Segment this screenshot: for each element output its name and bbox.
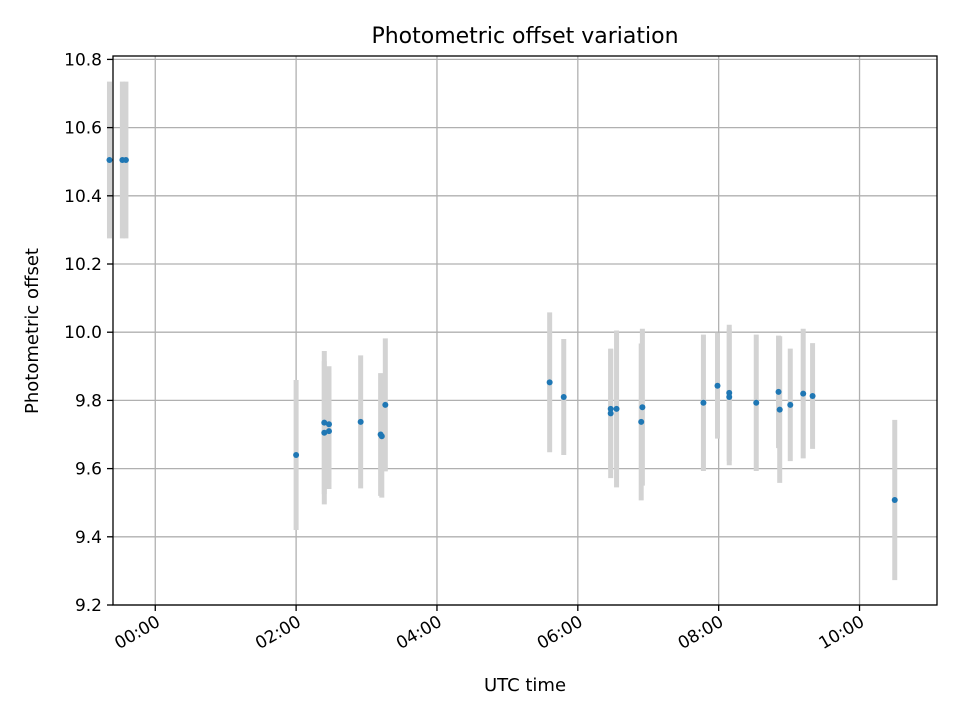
y-tick-label: 10.6: [64, 119, 102, 139]
plot-frame: [112, 55, 938, 606]
y-tick-label: 10.0: [64, 323, 102, 343]
data-point: [382, 401, 389, 408]
y-tick-label: 9.8: [75, 391, 102, 411]
x-axis-label: UTC time: [484, 675, 566, 696]
y-tick-label: 9.4: [75, 528, 102, 548]
data-point: [106, 157, 113, 164]
data-point: [787, 401, 794, 408]
data-point: [800, 390, 807, 397]
data-point: [639, 404, 646, 411]
data-point: [325, 421, 332, 428]
data-point: [775, 388, 782, 395]
y-tick-label: 10.2: [64, 255, 102, 275]
data-point: [700, 399, 707, 406]
data-point: [607, 405, 614, 412]
data-point: [891, 496, 898, 503]
y-tick-label: 9.2: [75, 596, 102, 616]
chart-title: Photometric offset variation: [371, 24, 678, 49]
data-point: [378, 433, 385, 440]
data-point: [714, 382, 721, 389]
data-point: [809, 392, 816, 399]
data-point: [753, 399, 760, 406]
y-axis: 9.2 9.4 9.6 9.8 10.0 10.2 10.4 10.6 10.8: [64, 50, 113, 616]
data-point: [638, 418, 645, 425]
data-point: [613, 405, 620, 412]
data-point: [321, 419, 328, 426]
data-point: [321, 429, 328, 436]
data-point: [357, 418, 364, 425]
data-point: [122, 157, 129, 164]
data-point: [776, 406, 783, 413]
data-point: [726, 393, 733, 400]
data-points: [106, 157, 898, 503]
data-point: [325, 428, 332, 435]
y-tick-label: 10.4: [64, 187, 102, 207]
data-point: [560, 393, 567, 400]
data-point: [546, 379, 553, 386]
data-point: [293, 451, 300, 458]
grid: [113, 56, 937, 606]
data-point: [607, 410, 614, 417]
y-tick-label: 10.8: [64, 50, 102, 70]
y-tick-label: 9.6: [75, 460, 102, 480]
y-axis-label: Photometric offset: [22, 248, 43, 414]
